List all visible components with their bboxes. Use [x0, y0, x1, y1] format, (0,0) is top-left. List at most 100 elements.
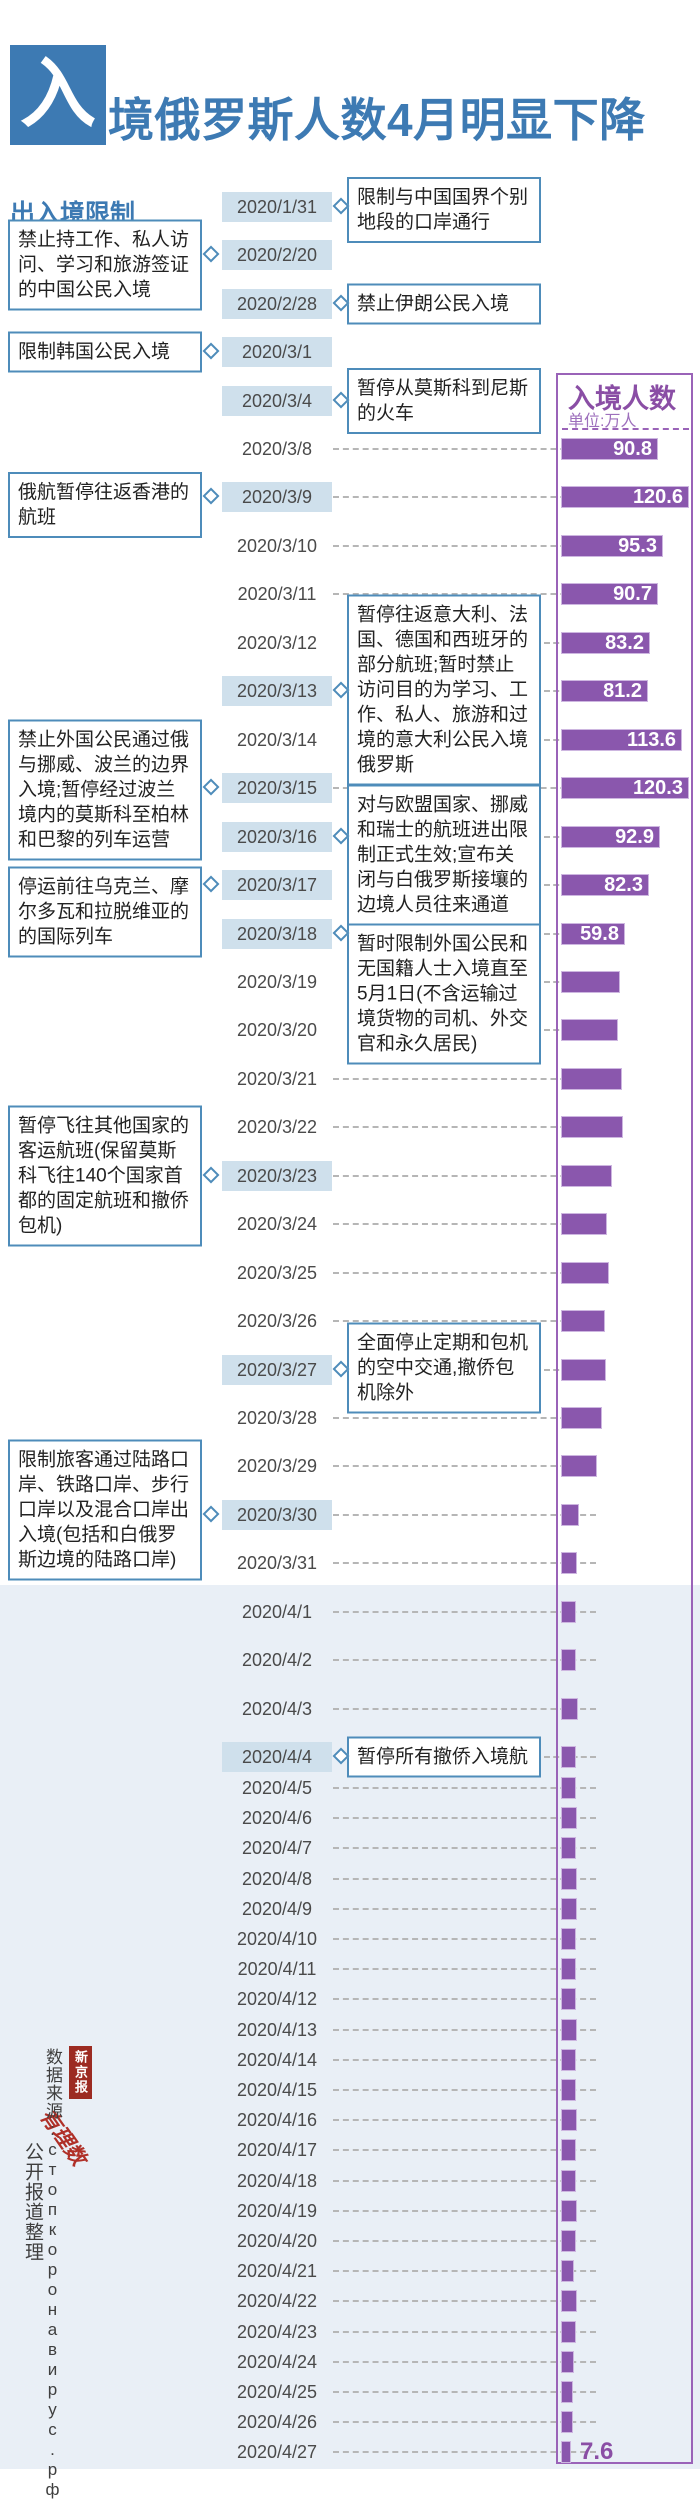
date-label: 2020/3/26	[236, 1311, 318, 1331]
connector-line	[333, 2451, 596, 2453]
date-label: 2020/2/28	[236, 294, 318, 314]
bar-value-label: 81.2	[603, 680, 642, 702]
annotation-box: 全面停止定期和包机的空中交通,撤侨包机除外	[347, 1322, 541, 1414]
date-label: 2020/3/10	[236, 536, 318, 556]
value-bar	[562, 1020, 617, 1040]
date-label: 2020/3/19	[236, 972, 318, 992]
date-label: 2020/4/13	[236, 2020, 318, 2040]
bar-value-label: 90.7	[613, 583, 652, 605]
date-highlight	[222, 337, 332, 367]
connector-line	[333, 593, 596, 595]
value-bar: 95.3	[562, 535, 662, 557]
annotation-box: 限制旅客通过陆路口岸、铁路口岸、步行口岸以及混合口岸出入境(包括和白俄罗斯边境的…	[8, 1439, 202, 1581]
connector-line	[333, 2331, 596, 2333]
title-badge-char: 入	[20, 52, 96, 137]
date-label: 2020/3/13	[236, 681, 318, 701]
date-label: 2020/3/22	[236, 1117, 318, 1137]
april-section-band	[0, 1585, 700, 2469]
date-label: 2020/4/18	[236, 2171, 318, 2191]
date-highlight	[222, 1742, 332, 1772]
value-bar	[562, 2412, 572, 2432]
bar-value-label: 59.8	[580, 923, 619, 945]
value-bar	[562, 2442, 570, 2462]
value-bar	[562, 1778, 575, 1798]
value-bar	[562, 1838, 575, 1858]
value-bar: 83.2	[562, 632, 649, 654]
connector-line	[333, 1968, 596, 1970]
date-label: 2020/3/17	[236, 875, 318, 895]
connector-line	[333, 448, 596, 450]
connector-line	[333, 1787, 596, 1789]
media-badge: 新京报	[69, 2046, 92, 2099]
value-bar	[562, 1456, 596, 1476]
value-bar	[562, 2382, 572, 2402]
connector-line	[333, 1817, 596, 1819]
value-bar	[562, 1117, 622, 1137]
value-bar	[562, 2110, 576, 2130]
date-label: 2020/4/7	[241, 1838, 313, 1858]
value-bar	[562, 1650, 575, 1670]
connector-line	[333, 1320, 596, 1322]
connector-line	[333, 1611, 596, 1613]
date-label: 2020/4/9	[241, 1899, 313, 1919]
value-bar	[562, 1808, 576, 1828]
annotation-box: 停运前往乌克兰、摩尔多瓦和拉脱维亚的的国际列车	[8, 866, 202, 958]
connector-line	[333, 2089, 596, 2091]
value-bar	[562, 1360, 605, 1380]
date-label: 2020/3/21	[236, 1069, 318, 1089]
date-highlight	[222, 192, 332, 222]
value-bar: 90.7	[562, 583, 657, 605]
connector-line	[333, 2149, 596, 2151]
date-label: 2020/4/27	[236, 2442, 318, 2462]
date-highlight	[222, 289, 332, 319]
date-label: 2020/4/6	[241, 1808, 313, 1828]
value-bar	[562, 1699, 577, 1719]
date-label: 2020/3/12	[236, 633, 318, 653]
page-title: 境俄罗斯人数4月明显下降	[108, 94, 646, 146]
annotation-box: 禁止伊朗公民入境	[347, 283, 541, 325]
title-badge: 入	[10, 45, 106, 145]
connector-line	[333, 2059, 596, 2061]
connector-line	[333, 2029, 596, 2031]
bar-value-label: 113.6	[627, 729, 676, 751]
date-highlight	[222, 1161, 332, 1191]
date-highlight	[222, 676, 332, 706]
date-label: 2020/3/20	[236, 1020, 318, 1040]
link-diamond-icon	[202, 342, 220, 360]
connector-line	[333, 1175, 596, 1177]
connector-line	[333, 496, 596, 498]
date-label: 2020/4/5	[241, 1778, 313, 1798]
date-label: 2020/4/17	[236, 2140, 318, 2160]
date-label: 2020/4/4	[241, 1747, 313, 1767]
value-bar	[562, 2352, 573, 2372]
value-bar	[562, 2291, 576, 2311]
date-label: 2020/3/16	[236, 827, 318, 847]
link-diamond-icon	[202, 875, 220, 893]
connector-line	[333, 1998, 596, 2000]
value-bar: 92.9	[562, 826, 659, 848]
date-highlight	[222, 1355, 332, 1385]
value-bar	[562, 1553, 576, 1573]
value-bar	[562, 1989, 575, 2009]
date-label: 2020/4/2	[241, 1650, 313, 1670]
date-label: 2020/3/23	[236, 1166, 318, 1186]
date-label: 2020/3/25	[236, 1263, 318, 1283]
value-bar: 82.3	[562, 874, 648, 896]
value-bar: 90.8	[562, 438, 657, 460]
value-bar	[562, 1263, 608, 1283]
date-label: 2020/4/12	[236, 1989, 318, 2009]
value-bar	[562, 1214, 606, 1234]
value-bar: 120.3	[562, 777, 688, 799]
bar-value-label: 82.3	[604, 874, 643, 896]
date-label: 2020/2/20	[236, 245, 318, 265]
connector-line	[333, 1126, 596, 1128]
date-label: 2020/4/1	[241, 1602, 313, 1622]
date-label: 2020/4/10	[236, 1929, 318, 1949]
date-highlight	[222, 919, 332, 949]
date-label: 2020/3/15	[236, 778, 318, 798]
value-bar	[562, 2140, 575, 2160]
connector-line	[333, 2391, 596, 2393]
bar-value-label: 83.2	[605, 632, 644, 654]
value-bar	[562, 2050, 575, 2070]
